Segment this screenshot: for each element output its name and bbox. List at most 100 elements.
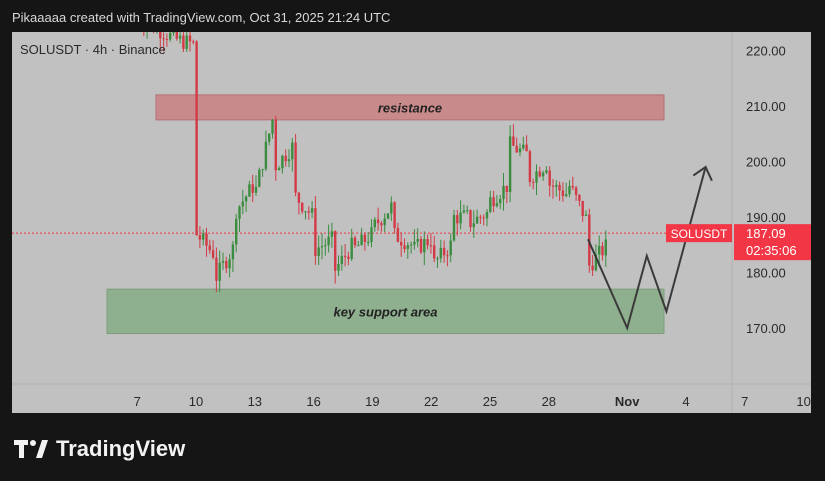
price-tag-value: 187.09	[746, 226, 786, 241]
candle-body	[449, 240, 452, 256]
candle-body	[528, 151, 532, 183]
price-tag-bg	[734, 224, 811, 261]
candle-body	[396, 228, 400, 242]
candle-body	[548, 170, 551, 186]
candle-body	[598, 245, 601, 255]
support-zone-label: key support area	[333, 304, 437, 319]
candle-body	[294, 142, 297, 193]
x-tick-label: 25	[483, 394, 497, 409]
symbol-label[interactable]: SOLUSDT · 4h · Binance	[20, 42, 166, 57]
resistance-zone	[155, 94, 665, 121]
candle-body	[350, 237, 353, 259]
candle-body	[343, 255, 347, 257]
candle-body	[406, 245, 409, 250]
candle-body	[584, 214, 588, 216]
candle-body	[271, 119, 274, 134]
candle-body	[261, 169, 264, 171]
projection-arrow	[587, 166, 707, 331]
candle-body	[208, 245, 211, 251]
candle-body	[314, 208, 317, 257]
candle-body	[178, 35, 182, 39]
candle-body	[472, 223, 475, 228]
candle-body	[413, 241, 416, 245]
price-tag-countdown: 02:35:06	[746, 243, 797, 258]
x-tick-label: 4	[682, 394, 689, 409]
candle-body	[386, 213, 390, 219]
x-tick-label: 22	[424, 394, 438, 409]
y-tick-label: 220.00	[746, 44, 786, 59]
candle-body	[291, 142, 294, 160]
candle-body	[340, 255, 343, 265]
candle-body	[423, 239, 426, 253]
candle-body	[429, 245, 433, 247]
candle-body	[241, 201, 244, 207]
price-tag-name-bg	[666, 224, 732, 243]
candle-body	[231, 244, 235, 260]
candle-body	[578, 194, 581, 201]
chart-panel[interactable]: resistance key support area 220.00 210.00 20…	[12, 32, 811, 413]
candle-body	[218, 262, 221, 281]
y-tick-label: 170.00	[746, 321, 786, 336]
candle-body	[479, 216, 482, 218]
tradingview-wordmark: TradingView	[56, 436, 186, 461]
candle-body	[317, 247, 320, 257]
candle-body	[433, 245, 436, 259]
candle-body	[251, 184, 254, 193]
candle-body	[281, 155, 284, 169]
candle-body	[360, 234, 363, 246]
candle-body	[492, 197, 495, 207]
candle-body	[327, 236, 330, 246]
candle-body	[334, 231, 337, 271]
candle-body	[185, 35, 188, 49]
candle-body	[182, 35, 185, 49]
support-zone	[106, 288, 665, 335]
candle-body	[159, 32, 162, 39]
candle-body	[307, 211, 310, 213]
candle-body	[561, 190, 565, 197]
price-tag-name: SOLUSDT	[671, 227, 728, 241]
candle-body	[541, 172, 545, 177]
candle-body	[532, 182, 535, 184]
candle-body	[195, 41, 198, 236]
candle-body	[277, 168, 281, 171]
candle-body	[508, 136, 512, 192]
candle-body	[462, 210, 466, 213]
candle-body	[489, 197, 492, 212]
candle-body	[591, 265, 594, 271]
candle-body	[502, 185, 505, 199]
tradingview-mark-icon	[14, 440, 48, 458]
candle-body	[258, 169, 261, 187]
tradingview-logo[interactable]: TradingView	[14, 436, 185, 462]
candle-body	[310, 208, 314, 213]
candle-body	[469, 210, 472, 228]
candle-body	[482, 217, 485, 219]
candle-body	[353, 237, 357, 246]
candle-body	[202, 233, 205, 240]
x-tick-label: 16	[306, 394, 320, 409]
x-tick-label: 13	[248, 394, 262, 409]
candle-body	[248, 184, 251, 197]
candle-body	[235, 218, 238, 245]
candle-body	[571, 185, 574, 188]
candle-body	[551, 185, 555, 187]
y-tick-label: 210.00	[746, 99, 786, 114]
candle-body	[485, 211, 489, 219]
x-tick-label: 19	[365, 394, 379, 409]
y-tick-label: 190.00	[746, 210, 786, 225]
candle-body	[383, 218, 386, 226]
x-tick-label: 10	[189, 394, 203, 409]
candlestick-chart[interactable]: resistance key support area 220.00 210.00 20…	[12, 32, 811, 413]
candle-body	[545, 170, 548, 173]
candle-body	[254, 186, 258, 193]
x-tick-label: 28	[542, 394, 556, 409]
candle-body	[452, 215, 456, 241]
candle-body	[370, 227, 373, 242]
candle-body	[416, 238, 419, 242]
candle-body	[320, 246, 324, 248]
x-tick-label: 10	[796, 394, 810, 409]
candle-body	[558, 184, 561, 191]
x-tick-label: 7	[134, 394, 141, 409]
candle-body	[284, 155, 287, 162]
candle-body	[505, 185, 508, 192]
candle-body	[172, 32, 175, 33]
